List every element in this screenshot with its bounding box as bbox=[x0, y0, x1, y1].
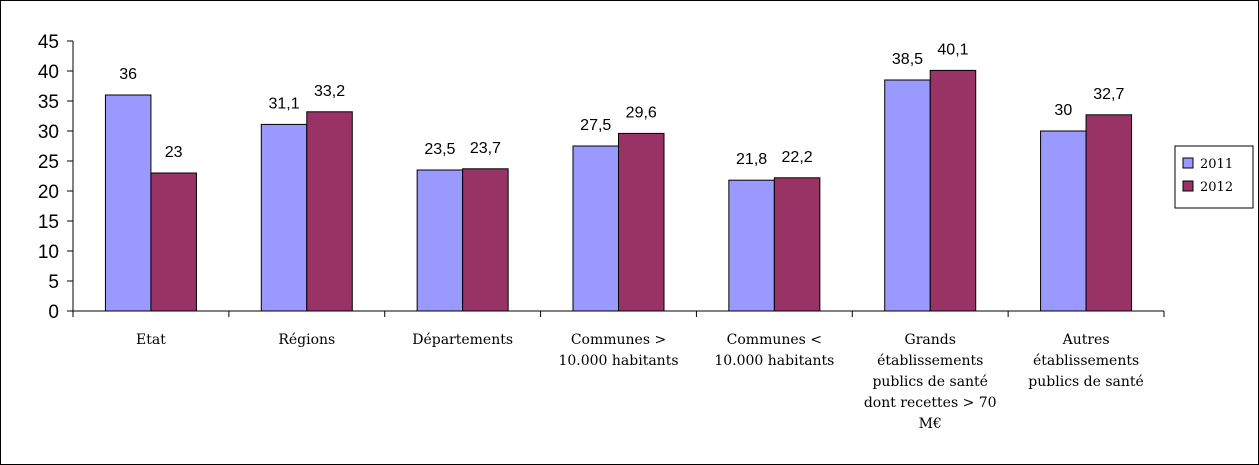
data-label: 33,2 bbox=[314, 83, 345, 100]
category-label: 10.000 habitants bbox=[714, 353, 834, 369]
category-label: Autres bbox=[1062, 332, 1110, 348]
bar-2011-5 bbox=[884, 79, 931, 312]
legend-swatch-2011 bbox=[1182, 157, 1194, 169]
bar-2011-3 bbox=[572, 145, 619, 312]
y-tick-label: 10 bbox=[38, 242, 59, 263]
bar-2012-2 bbox=[462, 168, 509, 312]
category-label: M€ bbox=[919, 416, 942, 432]
data-label: 21,8 bbox=[736, 151, 767, 168]
category-label: Grands bbox=[905, 332, 956, 348]
data-label: 40,1 bbox=[937, 41, 968, 58]
category-label: Communes > bbox=[571, 332, 666, 348]
bar-2011-2 bbox=[416, 169, 464, 312]
category-label: 10.000 habitants bbox=[558, 353, 678, 369]
category-label: établissements bbox=[877, 353, 983, 369]
y-tick-label: 35 bbox=[38, 92, 59, 113]
legend-box bbox=[1174, 145, 1254, 209]
bar-2011-0 bbox=[104, 94, 152, 312]
data-label: 22,2 bbox=[782, 149, 813, 166]
bar-2012-5 bbox=[929, 69, 977, 312]
bar-2011-6 bbox=[1040, 130, 1087, 312]
category-label: publics de santé bbox=[872, 374, 988, 390]
category-label: publics de santé bbox=[1028, 374, 1144, 390]
category-label: dont recettes > 70 bbox=[864, 395, 997, 411]
data-label: 23 bbox=[165, 144, 183, 161]
data-label: 31,1 bbox=[268, 95, 299, 112]
category-label: établissements bbox=[1033, 353, 1139, 369]
data-label: 23,7 bbox=[470, 140, 501, 157]
category-label: Etat bbox=[136, 332, 166, 348]
data-label: 27,5 bbox=[580, 117, 611, 134]
bar-2012-0 bbox=[150, 172, 197, 312]
legend-label-2011: 2011 bbox=[1200, 157, 1233, 172]
data-label: 32,7 bbox=[1093, 86, 1124, 103]
y-tick-label: 45 bbox=[38, 32, 59, 53]
category-label: Régions bbox=[278, 332, 335, 348]
bar-2011-1 bbox=[260, 123, 308, 312]
category-label: Départements bbox=[412, 332, 513, 348]
bar-2012-4 bbox=[773, 177, 821, 312]
data-label: 30 bbox=[1054, 102, 1072, 119]
y-tick-label: 5 bbox=[48, 272, 59, 293]
bar-2012-6 bbox=[1085, 114, 1133, 312]
y-tick-label: 15 bbox=[38, 212, 59, 233]
y-tick-label: 40 bbox=[38, 62, 59, 83]
y-tick-label: 0 bbox=[48, 302, 59, 323]
data-label: 38,5 bbox=[892, 51, 923, 68]
legend-label-2012: 2012 bbox=[1200, 180, 1233, 195]
bar-2012-3 bbox=[618, 132, 665, 312]
data-label: 29,6 bbox=[626, 104, 657, 121]
bar-2012-1 bbox=[306, 111, 353, 312]
bar-2011-4 bbox=[728, 179, 775, 312]
y-tick-label: 30 bbox=[38, 122, 59, 143]
data-label: 36 bbox=[119, 66, 137, 83]
category-label: Communes < bbox=[727, 332, 822, 348]
y-tick-label: 25 bbox=[38, 152, 59, 173]
y-tick-label: 20 bbox=[38, 182, 59, 203]
data-label: 23,5 bbox=[424, 141, 455, 158]
legend-swatch-2012 bbox=[1182, 180, 1194, 192]
